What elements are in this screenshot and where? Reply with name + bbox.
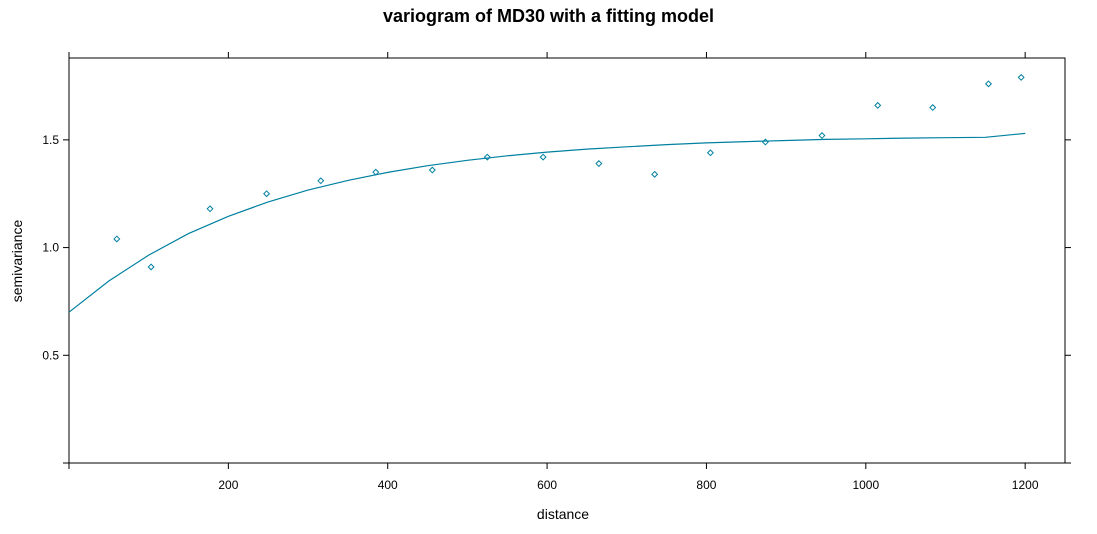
x-tick-label: 600 — [537, 478, 557, 492]
data-point — [428, 166, 436, 174]
data-point — [483, 153, 491, 161]
chart-title: variogram of MD30 with a fitting model — [382, 6, 715, 26]
ticks-group — [63, 52, 1071, 469]
data-point — [929, 104, 937, 112]
data-point — [595, 160, 603, 168]
x-axis-label: distance — [537, 506, 589, 522]
x-tick-label: 800 — [696, 478, 716, 492]
y-tick-label: 0.5 — [42, 348, 59, 362]
plot-frame — [68, 57, 1066, 464]
x-tick-label: 1000 — [852, 478, 879, 492]
data-point — [1017, 73, 1025, 81]
data-point — [113, 235, 121, 243]
tick-labels-group: 200 400 600 800 1000 1200 0.5 1.0 1.5 — [42, 133, 1039, 492]
y-axis-label: semivariance — [9, 220, 25, 303]
data-points-group — [113, 73, 1025, 271]
data-point — [317, 177, 325, 185]
data-point — [761, 138, 769, 146]
data-point — [263, 190, 271, 198]
fitted-model-line — [68, 132, 1026, 313]
x-tick-label: 400 — [378, 478, 398, 492]
data-point — [206, 205, 214, 213]
data-point — [706, 149, 714, 157]
data-point — [985, 80, 993, 88]
data-point — [539, 153, 547, 161]
y-tick-label: 1.5 — [42, 133, 59, 147]
y-tick-label: 1.0 — [42, 241, 59, 255]
data-point — [818, 132, 826, 140]
x-tick-label: 1200 — [1012, 478, 1039, 492]
data-point — [651, 170, 659, 178]
data-point — [147, 263, 155, 271]
data-point — [874, 101, 882, 109]
data-point — [372, 168, 380, 176]
x-tick-label: 200 — [218, 478, 238, 492]
